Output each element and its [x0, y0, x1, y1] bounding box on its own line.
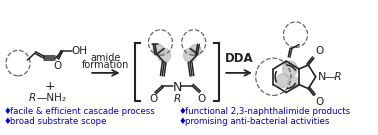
Text: ♦: ♦ [4, 117, 15, 126]
Text: OH: OH [72, 46, 88, 56]
Text: R: R [174, 94, 181, 104]
Text: O: O [197, 94, 205, 104]
Circle shape [184, 48, 197, 62]
Text: ♦: ♦ [4, 107, 15, 116]
Text: O: O [149, 94, 157, 104]
Text: O: O [54, 61, 62, 71]
Text: —R: —R [325, 72, 342, 82]
Text: N: N [172, 81, 182, 94]
Circle shape [282, 61, 297, 77]
Circle shape [158, 48, 170, 62]
Text: DDA: DDA [225, 52, 253, 65]
Circle shape [190, 45, 201, 56]
Circle shape [153, 45, 164, 56]
Circle shape [276, 74, 289, 88]
Text: ♦: ♦ [179, 117, 189, 126]
Text: O: O [316, 46, 324, 56]
Text: —NH₂: —NH₂ [37, 93, 67, 103]
Text: O: O [316, 97, 324, 107]
Text: +: + [44, 80, 55, 93]
Text: broad substrate scope: broad substrate scope [10, 117, 106, 126]
Text: ♦: ♦ [179, 107, 189, 116]
Text: facile & efficient cascade process: facile & efficient cascade process [10, 107, 155, 116]
Text: N: N [318, 72, 326, 82]
Text: functional 2,3-naphthalimide products: functional 2,3-naphthalimide products [184, 107, 350, 116]
Text: formation: formation [82, 60, 130, 70]
Text: R: R [29, 93, 36, 103]
Circle shape [288, 77, 299, 89]
Text: amide: amide [91, 53, 121, 63]
Text: promising anti-bacterial activities: promising anti-bacterial activities [184, 117, 329, 126]
